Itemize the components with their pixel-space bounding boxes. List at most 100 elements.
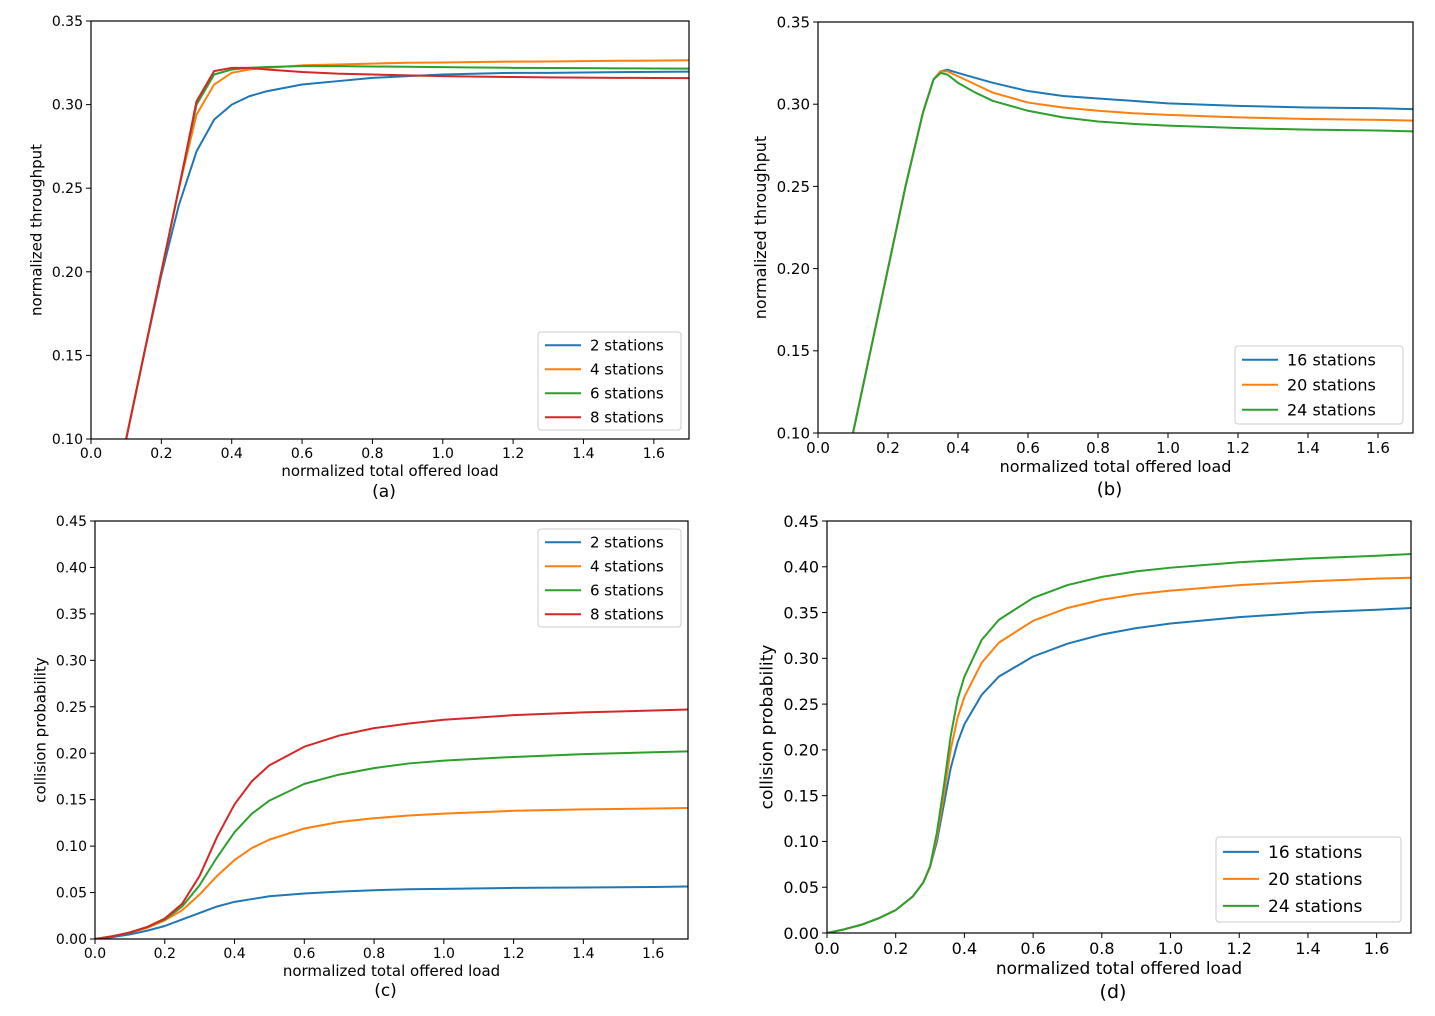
x-tick-label: 0.2 xyxy=(154,946,176,962)
y-tick-label: 0.20 xyxy=(777,260,810,278)
y-tick-label: 0.10 xyxy=(56,839,87,855)
x-tick-label: 0.0 xyxy=(84,946,106,962)
x-tick-label: 1.0 xyxy=(1156,439,1180,457)
x-tick-label: 0.8 xyxy=(1089,939,1114,958)
x-tick-label: 1.2 xyxy=(1227,939,1252,958)
x-tick-label: 0.8 xyxy=(361,446,383,462)
x-tick-label: 1.0 xyxy=(433,946,455,962)
series-line-3 xyxy=(95,750,688,939)
legend: 2 stations 4 stations 6 stations 8 stations xyxy=(537,528,682,628)
chart-panel-d: 0.0 0.2 0.4 0.6 0.8 1.0 1.2 1.4 1.6 0.00 0.05 0.10 0… xyxy=(757,512,1412,1003)
y-tick-label: 0.05 xyxy=(783,878,819,897)
legend-entry: 16 stations xyxy=(1268,843,1363,863)
legend-entry: 4 stations xyxy=(590,361,664,379)
chart-panel-b: 0.0 0.2 0.4 0.6 0.8 1.0 1.2 1.4 1.6 0.10 0.15 0.20 0… xyxy=(751,13,1414,500)
y-tick-label: 0.05 xyxy=(56,886,87,902)
x-tick-label: 0.4 xyxy=(221,446,243,462)
y-tick-label: 0.35 xyxy=(783,603,819,622)
x-tick-label: 1.4 xyxy=(572,946,594,962)
legend-entry: 24 stations xyxy=(1268,897,1363,917)
y-tick-label: 0.30 xyxy=(783,649,819,668)
legend: 2 stations 4 stations 6 stations 8 stations xyxy=(537,331,682,431)
x-tick-label: 1.4 xyxy=(572,446,594,462)
panel-caption: (c) xyxy=(374,981,397,1001)
x-tick-label: 1.2 xyxy=(502,946,524,962)
y-axis-label: normalized throughput xyxy=(28,144,46,316)
legend-box xyxy=(1234,345,1404,425)
series-line-1 xyxy=(95,885,688,939)
y-tick-label: 0.35 xyxy=(777,13,810,31)
x-tick-label: 0.2 xyxy=(876,439,900,457)
y-tick-label: 0.10 xyxy=(52,432,83,448)
x-axis-label: normalized total offered load xyxy=(283,962,500,980)
x-tick-label: 1.2 xyxy=(1226,439,1250,457)
x-tick-label: 0.4 xyxy=(946,439,970,457)
x-tick-label: 0.8 xyxy=(363,946,385,962)
x-tick-label: 0.6 xyxy=(291,446,313,462)
legend: 16 stations 20 stations 24 stations xyxy=(1215,836,1402,923)
legend-box xyxy=(537,528,682,628)
x-axis-label: normalized total offered load xyxy=(1000,457,1232,476)
x-tick-label: 0.0 xyxy=(814,939,839,958)
x-tick-label: 1.0 xyxy=(1158,939,1183,958)
legend-box xyxy=(537,331,682,431)
x-tick-label: 1.6 xyxy=(1366,439,1390,457)
legend-box xyxy=(1215,836,1402,923)
x-tick-label: 0.4 xyxy=(952,939,977,958)
x-tick-label: 0.2 xyxy=(150,446,172,462)
series-line-3 xyxy=(827,552,1411,933)
y-tick-label: 0.00 xyxy=(56,932,87,948)
x-tick-label: 0.0 xyxy=(806,439,830,457)
x-tick-label: 0.8 xyxy=(1086,439,1110,457)
y-tick-label: 0.20 xyxy=(783,741,819,760)
legend-entry: 2 stations xyxy=(590,337,664,355)
y-tick-label: 0.20 xyxy=(52,265,83,281)
y-tick-label: 0.15 xyxy=(783,786,819,805)
plot-frame xyxy=(94,520,689,940)
x-tick-label: 1.6 xyxy=(1364,939,1389,958)
series-line-4 xyxy=(125,66,689,439)
panel-caption: (a) xyxy=(372,482,396,502)
x-tick-label: 1.6 xyxy=(643,446,665,462)
y-tick-label: 0.30 xyxy=(52,98,83,114)
y-tick-label: 0.20 xyxy=(56,746,87,762)
x-tick-label: 0.6 xyxy=(1020,939,1045,958)
legend-entry: 6 stations xyxy=(590,385,664,403)
y-tick-label: 0.15 xyxy=(777,342,810,360)
x-tick-label: 1.4 xyxy=(1296,439,1320,457)
panel-caption: (b) xyxy=(1097,479,1122,500)
series-line-1 xyxy=(125,70,689,439)
panel-caption: (d) xyxy=(1100,981,1127,1003)
y-tick-label: 0.25 xyxy=(56,700,87,716)
y-tick-label: 0.30 xyxy=(777,96,810,114)
y-tick-label: 0.40 xyxy=(783,558,819,577)
x-tick-label: 1.0 xyxy=(432,446,454,462)
legend-entry: 20 stations xyxy=(1268,870,1363,890)
y-axis-label: collision probability xyxy=(757,645,777,810)
x-axis-label: normalized total offered load xyxy=(281,462,498,480)
plot-frame xyxy=(817,21,1414,434)
legend-entry: 16 stations xyxy=(1287,351,1376,370)
x-tick-label: 0.6 xyxy=(1016,439,1040,457)
y-tick-label: 0.10 xyxy=(777,424,810,442)
x-tick-label: 0.0 xyxy=(80,446,102,462)
legend-entry: 20 stations xyxy=(1287,376,1376,395)
y-tick-label: 0.45 xyxy=(56,514,87,530)
legend: 16 stations 20 stations 24 stations xyxy=(1234,345,1404,425)
x-tick-label: 1.2 xyxy=(502,446,524,462)
x-tick-label: 1.4 xyxy=(1295,939,1320,958)
legend-entry: 24 stations xyxy=(1287,401,1376,420)
y-tick-label: 0.00 xyxy=(783,924,819,943)
x-tick-label: 1.6 xyxy=(642,946,664,962)
series-line-3 xyxy=(852,71,1413,433)
legend-entry: 8 stations xyxy=(590,409,664,427)
x-tick-label: 0.2 xyxy=(883,939,908,958)
y-tick-label: 0.25 xyxy=(783,695,819,714)
legend-entry: 8 stations xyxy=(590,606,664,624)
y-tick-label: 0.30 xyxy=(56,653,87,669)
x-tick-label: 0.4 xyxy=(223,946,245,962)
y-tick-label: 0.15 xyxy=(56,793,87,809)
chart-panel-a: 0.0 0.2 0.4 0.6 0.8 1.0 1.2 1.4 1.6 0.10 0.15 0.20 0… xyxy=(28,14,690,502)
y-tick-label: 0.45 xyxy=(783,512,819,531)
